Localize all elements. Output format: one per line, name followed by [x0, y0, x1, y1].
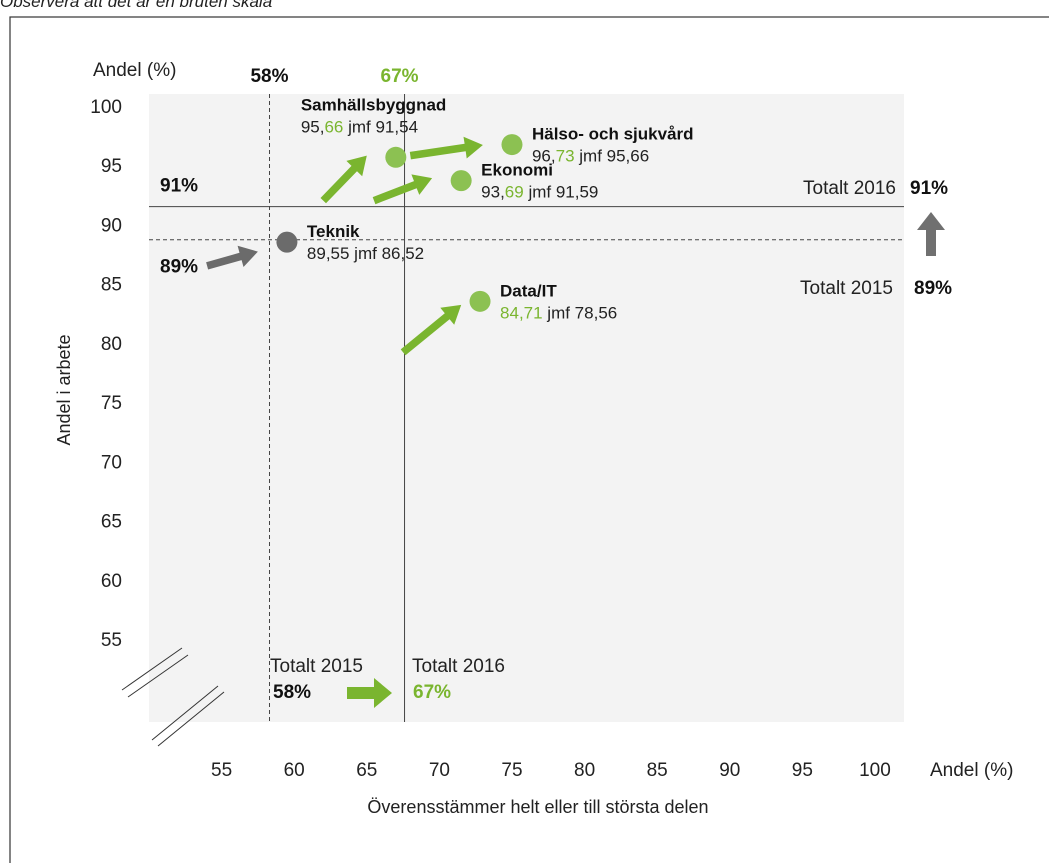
y-tick-label: 85	[101, 275, 122, 296]
bottom-total-2016-value: 67%	[413, 682, 451, 703]
point-value-label: 95,66 jmf 91,54	[301, 117, 418, 136]
bottom-total-2015-value: 58%	[273, 682, 311, 703]
axis-break-marks	[121, 647, 225, 747]
plot-area	[149, 94, 904, 722]
x-tick-labels: 55 60 65 70 75 80 85 90 95 100	[211, 760, 891, 781]
data-point	[276, 231, 298, 253]
right-total-2016-value: 91%	[910, 178, 948, 199]
chart-frame	[9, 16, 1049, 863]
ref-label-x-2015: 58%	[250, 66, 288, 87]
x-tick-label: 60	[284, 760, 305, 781]
y-axis-unit-label: Andel (%)	[93, 60, 176, 81]
point-name-label: Data/IT	[500, 281, 557, 300]
y-tick-label: 80	[101, 334, 122, 355]
y-tick-label: 70	[101, 452, 122, 473]
y-tick-label: 65	[101, 512, 122, 533]
scale-note: Observera att det är en bruten skala	[0, 0, 273, 11]
reference-lines: 58% 67% 91% 89%	[149, 66, 904, 722]
y-axis-title: Andel i arbete	[54, 334, 74, 445]
point-value-label: 93,69 jmf 91,59	[481, 183, 598, 202]
x-tick-label: 90	[719, 760, 740, 781]
ref-label-x-2016: 67%	[381, 66, 419, 87]
ref-label-y-2015: 89%	[160, 257, 198, 278]
point-name-label: Teknik	[307, 222, 360, 241]
bottom-total-2016-title: Totalt 2016	[412, 656, 505, 677]
right-total-2015-value: 89%	[914, 278, 952, 299]
y-tick-label: 100	[90, 97, 122, 118]
y-tick-label: 95	[101, 156, 122, 177]
x-tick-label: 55	[211, 760, 232, 781]
change-arrow	[372, 174, 433, 205]
bottom-total-2015-title: Totalt 2015	[270, 656, 363, 677]
point-value-label: 89,55 jmf 86,52	[307, 244, 424, 263]
point-name-label: Ekonomi	[481, 161, 553, 180]
x-tick-label: 100	[859, 760, 891, 781]
data-point	[501, 134, 523, 156]
x-tick-label: 70	[429, 760, 450, 781]
x-axis-title: Överensstämmer helt eller till största d…	[367, 797, 708, 817]
x-tick-label: 75	[501, 760, 522, 781]
data-point	[385, 146, 407, 168]
y-tick-label: 90	[101, 215, 122, 236]
ref-label-y-2016: 91%	[160, 176, 198, 197]
data-points: Samhällsbyggnad 95,66 jmf 91,54 Hälso- och…	[276, 95, 694, 322]
right-total-2016-label: Totalt 2016	[803, 178, 896, 199]
up-arrow-icon	[917, 212, 945, 256]
x-axis-unit-label: Andel (%)	[930, 760, 1013, 781]
point-value-label: 96,73 jmf 95,66	[532, 147, 649, 166]
y-tick-label: 60	[101, 571, 122, 592]
change-arrow	[409, 136, 483, 160]
data-point	[450, 170, 472, 192]
y-tick-labels: 55 60 65 70 75 80 85 90 95 100	[90, 97, 122, 651]
change-arrow	[400, 304, 462, 356]
change-arrows	[206, 136, 483, 356]
change-arrow	[206, 245, 258, 270]
y-tick-label: 75	[101, 393, 122, 414]
point-name-label: Samhällsbyggnad	[301, 95, 446, 114]
point-value-label: 84,71 jmf 78,56	[500, 303, 617, 322]
change-arrow	[320, 155, 367, 204]
data-point	[469, 290, 491, 312]
right-total-2015-label: Totalt 2015	[800, 278, 893, 299]
x-tick-label: 80	[574, 760, 595, 781]
x-tick-label: 85	[647, 760, 668, 781]
y-tick-label: 55	[101, 630, 122, 651]
point-name-label: Hälso- och sjukvård	[532, 125, 694, 144]
x-tick-label: 65	[356, 760, 377, 781]
right-arrow-icon	[347, 678, 392, 708]
x-tick-label: 95	[792, 760, 813, 781]
